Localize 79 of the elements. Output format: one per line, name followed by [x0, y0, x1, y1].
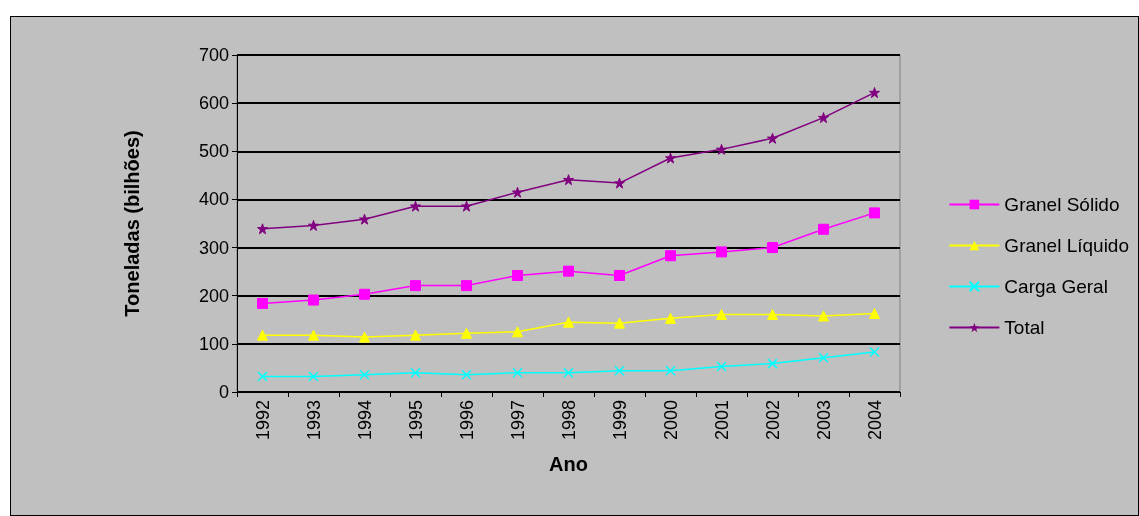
point [818, 310, 829, 322]
x-tick-label: 1996 [456, 400, 477, 441]
point [563, 367, 574, 378]
point [716, 246, 727, 258]
point [359, 369, 370, 380]
point [767, 358, 778, 369]
y-axis-title: Toneladas (bilhões) [121, 130, 143, 317]
y-tick-label: 100 [198, 333, 229, 354]
point [308, 294, 319, 306]
point [359, 288, 370, 300]
point [869, 308, 880, 320]
point [665, 250, 676, 262]
point [767, 308, 778, 320]
point [716, 143, 727, 155]
x-tick-label: 2001 [711, 400, 732, 441]
point [308, 329, 319, 341]
point [563, 265, 574, 277]
y-tick-label: 0 [218, 382, 229, 402]
x-tick-label: 2002 [762, 400, 783, 441]
point [614, 177, 625, 189]
point [665, 312, 676, 324]
point [818, 352, 829, 364]
y-tick-label: 200 [198, 285, 229, 306]
legend-label: Granel Sólido [1004, 194, 1120, 215]
point [665, 152, 676, 164]
point [257, 297, 268, 309]
point [563, 316, 574, 328]
point [563, 174, 574, 186]
legend-label: Granel Líquido [1004, 235, 1130, 256]
x-tick-label: 1992 [252, 400, 273, 441]
y-tick-label: 500 [198, 141, 229, 162]
point [410, 329, 421, 341]
point [614, 269, 625, 281]
x-tick-label: 1993 [303, 400, 324, 441]
point [308, 371, 319, 382]
legend-label: Total [1004, 317, 1045, 338]
point [257, 371, 268, 382]
x-tick-label: 2003 [813, 400, 834, 441]
x-tick-label: 1999 [609, 400, 630, 441]
point [818, 223, 829, 235]
point [512, 186, 523, 198]
x-axis-title: Ano [549, 453, 588, 475]
point [512, 269, 523, 281]
point [461, 369, 472, 380]
point [869, 207, 880, 219]
point [665, 365, 676, 377]
point [257, 329, 268, 341]
x-tick-label: 2004 [864, 400, 885, 441]
y-tick-label: 400 [198, 189, 229, 210]
point [767, 242, 778, 254]
point [767, 132, 778, 144]
x-tick-label: 1998 [558, 400, 579, 441]
point [461, 280, 472, 292]
legend-label: Carga Geral [1004, 276, 1108, 297]
y-tick-label: 300 [198, 237, 229, 258]
point [359, 213, 370, 225]
x-tick-label: 1997 [507, 400, 528, 441]
point [716, 361, 727, 372]
point [512, 367, 523, 378]
y-tick-label: 600 [198, 93, 229, 114]
point [461, 327, 472, 339]
point [257, 223, 268, 235]
point [818, 112, 829, 124]
point [308, 219, 319, 231]
point [869, 346, 880, 358]
x-tick-label: 1995 [405, 400, 426, 441]
point [359, 331, 370, 343]
x-tick-label: 1994 [354, 400, 375, 441]
x-tick-label: 2000 [660, 400, 681, 441]
point [716, 308, 727, 320]
point [512, 326, 523, 338]
point [410, 200, 421, 212]
y-tick-label: 700 [198, 45, 229, 65]
point [461, 200, 472, 212]
point [614, 317, 625, 329]
point [869, 87, 880, 99]
point [614, 365, 625, 377]
point [410, 280, 421, 292]
point [410, 367, 421, 378]
